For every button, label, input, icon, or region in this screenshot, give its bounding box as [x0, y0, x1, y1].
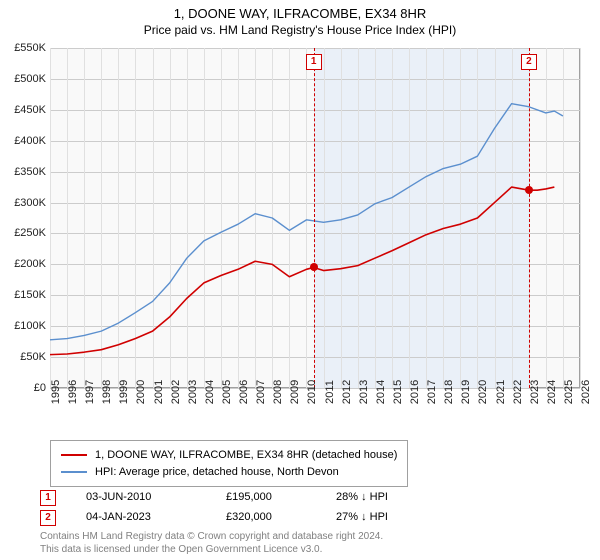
- grid-line-v: [580, 48, 581, 388]
- legend-label: HPI: Average price, detached house, Nort…: [95, 464, 339, 481]
- x-axis-label: 2002: [170, 380, 182, 404]
- x-axis-label: 2010: [306, 380, 318, 404]
- legend-label: 1, DOONE WAY, ILFRACOMBE, EX34 8HR (deta…: [95, 447, 397, 464]
- legend-swatch: [61, 454, 87, 456]
- sales-diff: 27% ↓ HPI: [336, 508, 436, 528]
- event-line-1: [314, 48, 315, 388]
- page-subtitle: Price paid vs. HM Land Registry's House …: [0, 23, 600, 39]
- x-axis-label: 2020: [477, 380, 489, 404]
- page-title: 1, DOONE WAY, ILFRACOMBE, EX34 8HR: [0, 6, 600, 23]
- x-axis-label: 2022: [512, 380, 524, 404]
- x-axis-label: 2016: [409, 380, 421, 404]
- x-axis-label: 2017: [426, 380, 438, 404]
- x-axis-label: 2003: [187, 380, 199, 404]
- x-axis-label: 2026: [580, 380, 592, 404]
- x-axis-label: 2011: [324, 380, 336, 404]
- x-axis-label: 2007: [255, 380, 267, 404]
- x-axis-label: 2009: [289, 380, 301, 404]
- x-axis-label: 2004: [204, 380, 216, 404]
- y-axis-label: £0: [34, 382, 46, 394]
- x-axis-label: 1996: [67, 380, 79, 404]
- sales-table: 1 03-JUN-2010 £195,000 28% ↓ HPI 2 04-JAN-202…: [40, 488, 436, 528]
- x-axis-label: 2001: [153, 380, 165, 404]
- sales-diff: 28% ↓ HPI: [336, 488, 436, 508]
- x-axis-label: 2014: [375, 380, 387, 404]
- x-axis-label: 2006: [238, 380, 250, 404]
- footer-line-1: Contains HM Land Registry data © Crown c…: [40, 530, 383, 543]
- x-axis-label: 1997: [84, 380, 96, 404]
- x-axis-label: 2005: [221, 380, 233, 404]
- sales-row: 2 04-JAN-2023 £320,000 27% ↓ HPI: [40, 508, 436, 528]
- y-axis-label: £200K: [14, 258, 46, 270]
- x-axis-label: 2019: [460, 380, 472, 404]
- y-axis-label: £50K: [20, 351, 46, 363]
- y-axis-label: £350K: [14, 166, 46, 178]
- y-axis-label: £450K: [14, 104, 46, 116]
- sales-price: £195,000: [226, 488, 306, 508]
- x-axis-label: 1999: [118, 380, 130, 404]
- y-axis-label: £500K: [14, 73, 46, 85]
- event-dot-2: [525, 186, 533, 194]
- chart: 12 £0£50K£100K£150K£200K£250K£300K£350K£…: [50, 48, 580, 388]
- event-marker-2: 2: [521, 54, 537, 70]
- x-axis-label: 2021: [495, 380, 507, 404]
- legend: 1, DOONE WAY, ILFRACOMBE, EX34 8HR (deta…: [50, 440, 408, 487]
- y-axis-label: £300K: [14, 197, 46, 209]
- x-axis-label: 2015: [392, 380, 404, 404]
- sales-row: 1 03-JUN-2010 £195,000 28% ↓ HPI: [40, 488, 436, 508]
- sales-marker: 1: [40, 490, 56, 506]
- x-axis-label: 2023: [529, 380, 541, 404]
- event-marker-1: 1: [306, 54, 322, 70]
- x-axis-label: 2008: [272, 380, 284, 404]
- y-axis-label: £550K: [14, 42, 46, 54]
- legend-row: 1, DOONE WAY, ILFRACOMBE, EX34 8HR (deta…: [61, 447, 397, 464]
- y-axis-label: £250K: [14, 227, 46, 239]
- legend-swatch: [61, 471, 87, 473]
- sales-marker: 2: [40, 510, 56, 526]
- x-axis-label: 2000: [135, 380, 147, 404]
- x-axis-label: 2012: [341, 380, 353, 404]
- series-price_paid: [50, 187, 554, 355]
- sales-date: 03-JUN-2010: [86, 488, 196, 508]
- event-line-2: [529, 48, 530, 388]
- legend-row: HPI: Average price, detached house, Nort…: [61, 464, 397, 481]
- y-axis-label: £400K: [14, 135, 46, 147]
- x-axis-label: 2024: [546, 380, 558, 404]
- x-axis-label: 1995: [50, 380, 62, 404]
- sales-price: £320,000: [226, 508, 306, 528]
- footer-line-2: This data is licensed under the Open Gov…: [40, 543, 383, 556]
- y-axis-label: £100K: [14, 320, 46, 332]
- series-hpi: [50, 104, 563, 340]
- x-axis-label: 2018: [443, 380, 455, 404]
- sales-date: 04-JAN-2023: [86, 508, 196, 528]
- event-dot-1: [310, 263, 318, 271]
- x-axis-label: 1998: [101, 380, 113, 404]
- x-axis-label: 2025: [563, 380, 575, 404]
- y-axis-label: £150K: [14, 289, 46, 301]
- footer: Contains HM Land Registry data © Crown c…: [40, 530, 383, 556]
- chart-lines: [50, 48, 580, 388]
- x-axis-label: 2013: [358, 380, 370, 404]
